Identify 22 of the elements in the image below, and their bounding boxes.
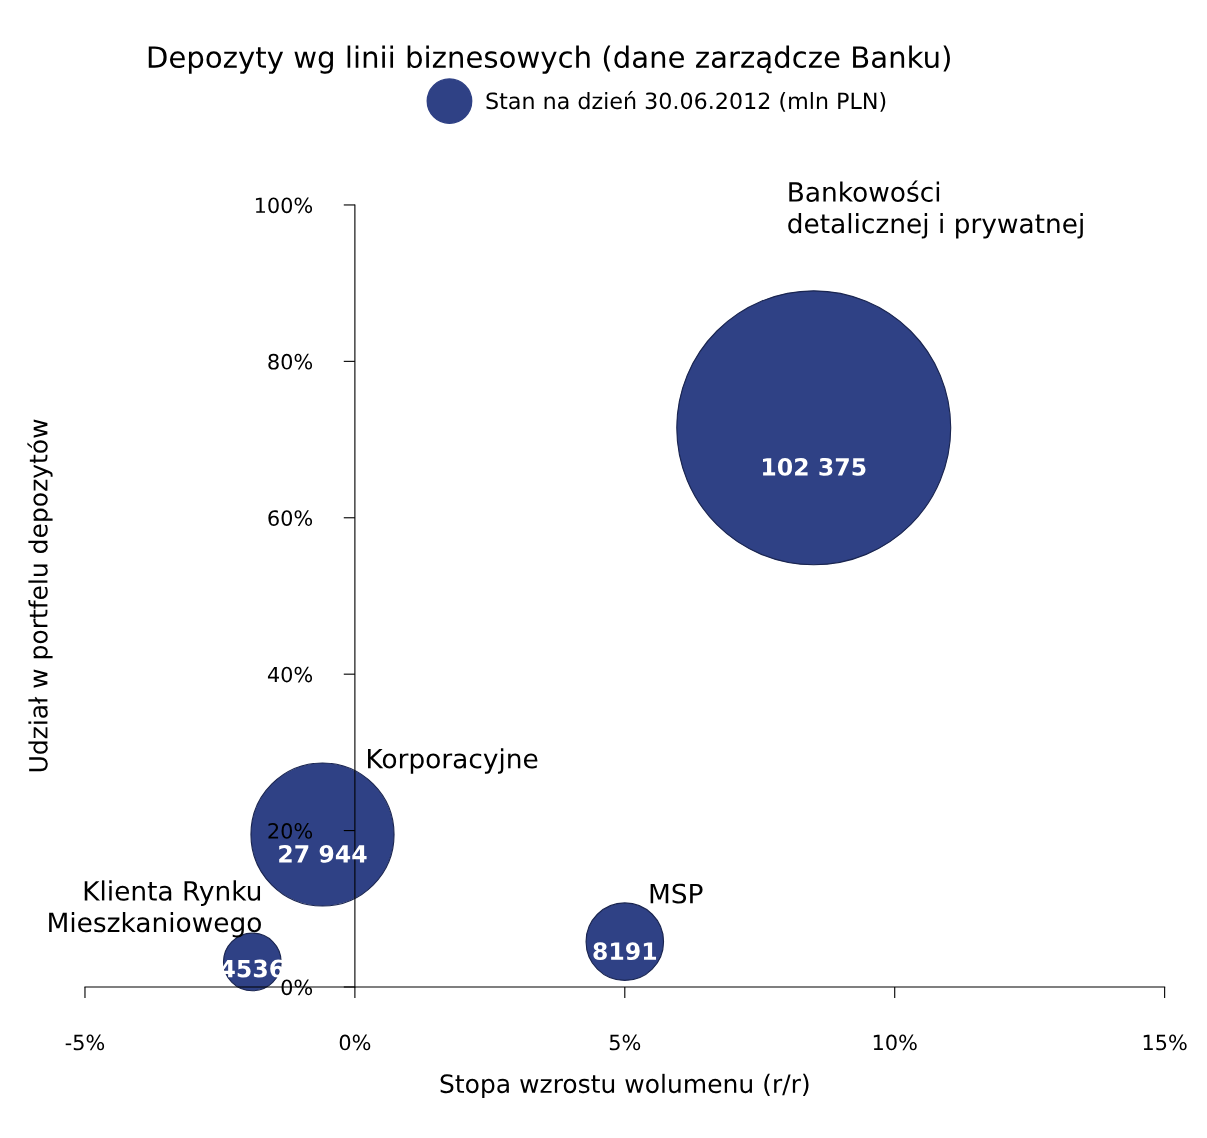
y-tick-label: 40%	[267, 666, 313, 683]
y-tick-label: 60%	[268, 510, 313, 526]
x-tick-label: 10%	[873, 1034, 917, 1051]
annotation: MSP	[650, 883, 703, 904]
annotation: Bankowości detalicznej i prywatnej	[788, 180, 1083, 239]
data-label: 102 375	[763, 457, 866, 476]
x-tick-label: 15%	[1143, 1034, 1187, 1051]
y-tick-label: 0%	[281, 979, 313, 996]
annotation: Korporacyjne	[368, 748, 538, 774]
data-label: 27 944	[279, 844, 367, 863]
y-axis-title: Udział w portfelu depozytów	[27, 419, 53, 772]
y-tick-label: 100%	[255, 197, 313, 214]
y-tick-label: 80%	[268, 353, 313, 370]
data-label: 8191	[593, 942, 657, 961]
annotation: Klienta Rynku Mieszkaniowego	[49, 880, 261, 938]
legend-label: Stan na dzień 30.06.2012 (mln PLN)	[486, 91, 886, 112]
chart-title: Depozyty wg linii biznesowych (dane zarządcze Banku)	[148, 45, 950, 74]
x-axis-title: Stopa wzrostu wolumenu (r/r)	[440, 1073, 809, 1099]
x-tick-label: -5%	[65, 1034, 105, 1051]
y-tick-label: 20%	[268, 823, 313, 839]
x-tick-label: 5%	[609, 1034, 641, 1051]
x-tick-label: 0%	[339, 1034, 371, 1051]
